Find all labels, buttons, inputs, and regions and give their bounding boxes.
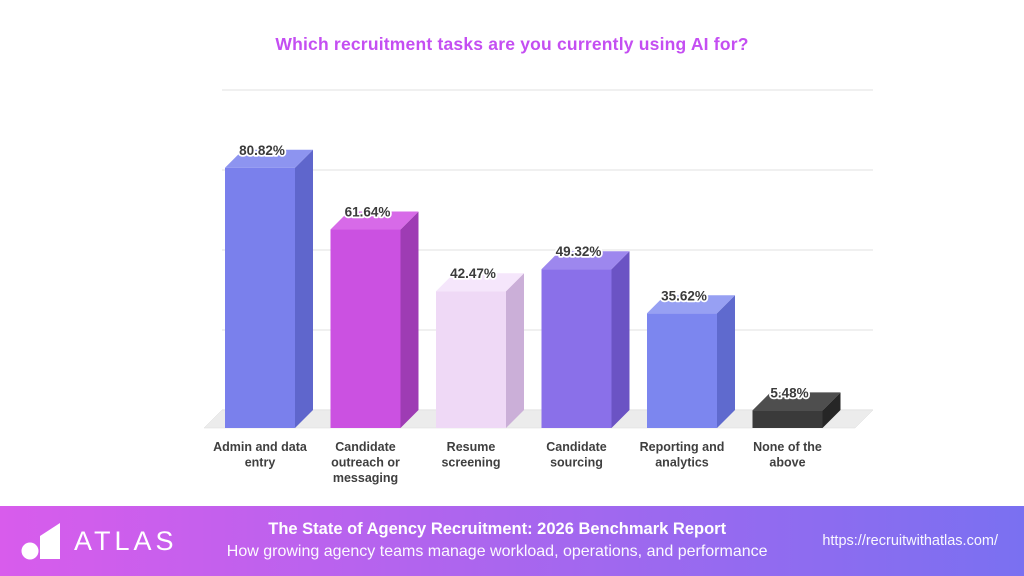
bar-admin-and-data-entry <box>225 167 295 429</box>
bar-reporting-and-analytics <box>647 313 717 428</box>
bar-side-candidate-outreach-or-messaging <box>400 211 419 428</box>
category-label-candidate-outreach-or-messaging: messaging <box>333 471 398 485</box>
bar-top-candidate-sourcing <box>541 251 630 270</box>
brand: ATLAS <box>20 521 180 561</box>
chart-title: Which recruitment tasks are you currentl… <box>275 34 749 54</box>
atlas-dot-column-logo-icon <box>21 523 60 560</box>
bar-side-candidate-sourcing <box>611 251 630 428</box>
bar-side-none-of-the-above <box>822 392 841 428</box>
category-label-admin-and-data-entry: entry <box>245 456 276 470</box>
footer-text: The State of Agency Recruitment: 2026 Be… <box>180 518 814 564</box>
category-label-admin-and-data-entry: Admin and data <box>213 440 308 454</box>
bar-resume-screening <box>436 291 506 428</box>
category-label-candidate-sourcing: sourcing <box>550 456 603 470</box>
footer-title: The State of Agency Recruitment: 2026 Be… <box>268 519 727 538</box>
bar-side-admin-and-data-entry <box>295 149 313 429</box>
category-label-candidate-outreach-or-messaging: Candidate <box>335 440 395 454</box>
bar-side-reporting-and-analytics <box>717 295 735 428</box>
category-label-none-of-the-above: above <box>769 456 805 470</box>
category-label-none-of-the-above: None of the <box>753 440 822 454</box>
bar-top-candidate-outreach-or-messaging <box>330 211 419 230</box>
value-label-resume-screening: 42.47% <box>450 266 496 281</box>
bar-chart: 80.82% Admin and data entry 61.64% Candidate… <box>203 89 874 485</box>
category-label-candidate-sourcing: Candidate <box>546 440 606 454</box>
value-label-none-of-the-above: 5.48% <box>770 385 808 400</box>
footer-banner: ATLAS The State of Agency Recruitment: 2… <box>0 506 1024 576</box>
bar-top-none-of-the-above <box>752 392 841 411</box>
value-label-candidate-outreach-or-messaging: 61.64% <box>345 205 391 220</box>
bar-candidate-sourcing <box>541 269 612 428</box>
category-label-resume-screening: Resume <box>447 440 496 454</box>
value-label-admin-and-data-entry: 80.82% <box>239 143 285 158</box>
category-label-resume-screening: screening <box>441 456 500 470</box>
bar-none-of-the-above <box>752 410 823 428</box>
value-label-reporting-and-analytics: 35.62% <box>661 288 707 303</box>
bar-top-reporting-and-analytics <box>647 295 735 314</box>
bar-top-admin-and-data-entry <box>225 149 313 168</box>
category-label-reporting-and-analytics: Reporting and <box>640 440 725 454</box>
footer-url-link[interactable]: https://recruitwithatlas.com/ <box>822 533 998 549</box>
bar-top-resume-screening <box>436 273 524 292</box>
category-label-reporting-and-analytics: analytics <box>655 456 709 470</box>
bar-candidate-outreach-or-messaging <box>330 229 401 428</box>
footer-subtitle: How growing agency teams manage workload… <box>226 543 768 561</box>
bar-side-resume-screening <box>506 273 524 428</box>
value-label-candidate-sourcing: 49.32% <box>556 244 602 259</box>
brand-name: ATLAS <box>74 525 178 556</box>
category-label-candidate-outreach-or-messaging: outreach or <box>331 456 400 470</box>
